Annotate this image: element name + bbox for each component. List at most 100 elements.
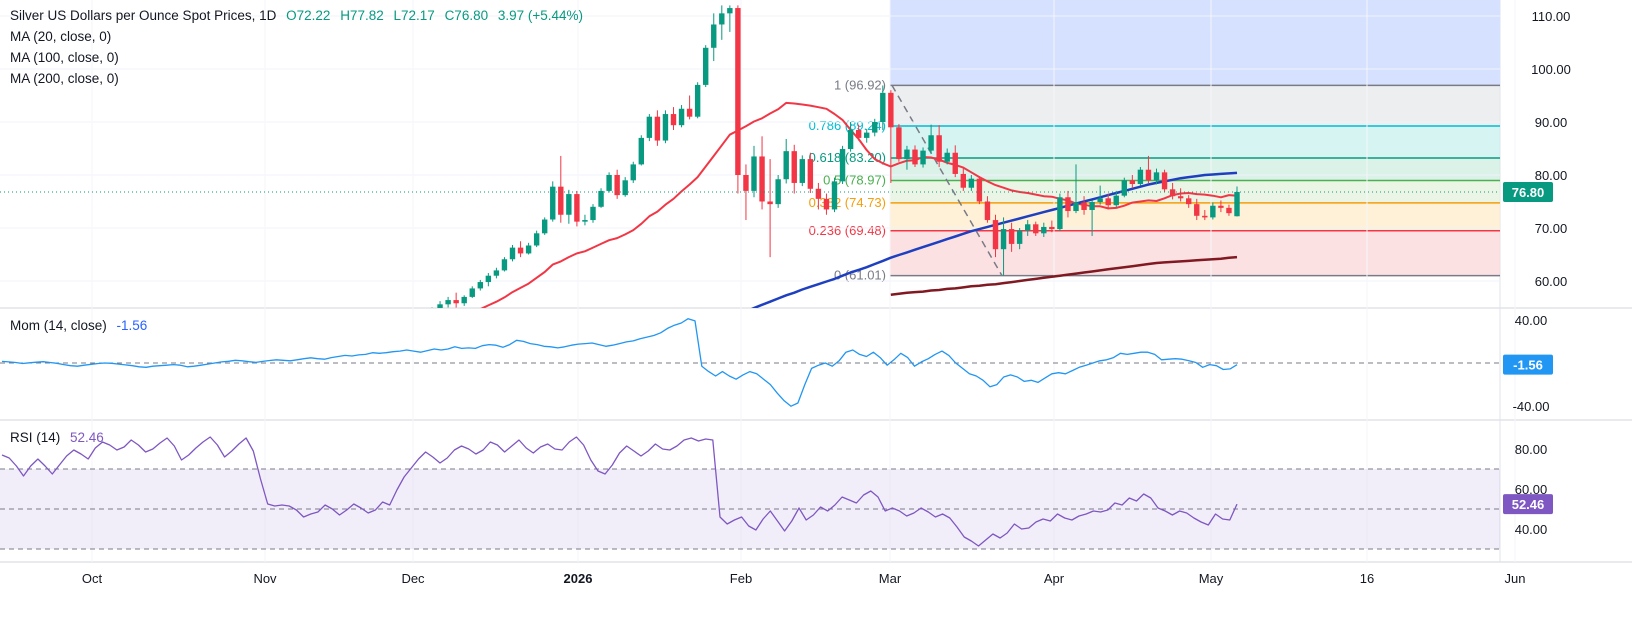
candle-body bbox=[686, 108, 693, 117]
candle bbox=[807, 152, 814, 194]
candle-body bbox=[920, 150, 926, 165]
rsi-legend[interactable]: RSI (14) 52.46 bbox=[10, 428, 104, 448]
open-value: O72.22 bbox=[286, 8, 331, 23]
candle bbox=[711, 13, 717, 62]
high-value: H77.82 bbox=[340, 8, 384, 23]
candle-body bbox=[767, 201, 773, 205]
price-tick-label: 70.00 bbox=[1535, 221, 1568, 236]
candle bbox=[389, 328, 394, 339]
candle-body bbox=[1161, 172, 1168, 190]
candle bbox=[606, 172, 612, 193]
candle bbox=[735, 5, 741, 194]
candle-body bbox=[558, 186, 564, 215]
candle-body bbox=[880, 92, 886, 122]
candle bbox=[896, 124, 902, 162]
time-tick-label: Dec bbox=[401, 571, 425, 586]
momentum-line bbox=[1, 318, 1238, 407]
candle-body bbox=[1121, 180, 1127, 196]
candle-body bbox=[727, 8, 733, 14]
candle bbox=[920, 147, 926, 168]
legend-ma100[interactable]: MA (100, close, 0) bbox=[10, 48, 119, 68]
rsi-value: 52.46 bbox=[70, 430, 104, 445]
candle bbox=[791, 144, 797, 194]
last-price-badge-label: 76.80 bbox=[1512, 185, 1545, 200]
fib-zone bbox=[890, 85, 1500, 127]
candle bbox=[1089, 200, 1095, 236]
mom-value-badge bbox=[1503, 354, 1553, 375]
candle-body bbox=[678, 108, 685, 126]
candle bbox=[493, 267, 500, 279]
candle bbox=[622, 177, 628, 197]
candle-body bbox=[542, 219, 548, 234]
candle-body bbox=[421, 318, 426, 327]
candle-body bbox=[582, 220, 588, 222]
candle bbox=[1105, 193, 1111, 210]
candle bbox=[477, 279, 483, 291]
low-value: L72.17 bbox=[393, 8, 435, 23]
candle-body bbox=[1113, 195, 1119, 206]
fib-level-label: 0 (61.01) bbox=[834, 268, 886, 283]
time-tick-label: Oct bbox=[82, 571, 103, 586]
candle bbox=[960, 167, 966, 191]
candle-body bbox=[590, 206, 596, 221]
legend-ma20[interactable]: MA (20, close, 0) bbox=[10, 27, 111, 47]
candle bbox=[413, 324, 418, 332]
mom-tick-label: -40.00 bbox=[1513, 399, 1550, 414]
axes: 110.00 100.00 90.00 80.00 70.00 60.00 76.80 40.… bbox=[0, 9, 1571, 586]
candle bbox=[1145, 155, 1152, 183]
candle bbox=[936, 125, 942, 168]
candle-body bbox=[606, 175, 612, 191]
candle-body bbox=[743, 175, 749, 191]
candle bbox=[952, 145, 958, 178]
candle bbox=[719, 5, 725, 40]
candle bbox=[421, 315, 426, 328]
candle-body bbox=[453, 300, 459, 304]
candle bbox=[381, 333, 386, 344]
candle bbox=[1025, 220, 1031, 236]
last-price-badge bbox=[1503, 181, 1553, 202]
candle bbox=[1049, 220, 1055, 233]
fib-level-label: 1 (96.92) bbox=[834, 77, 886, 92]
indicator-lines bbox=[0, 318, 1500, 550]
candle bbox=[831, 177, 838, 213]
legend-ma200[interactable]: MA (200, close, 0) bbox=[10, 69, 119, 89]
candle bbox=[1226, 204, 1232, 216]
candle bbox=[783, 138, 789, 184]
candle-body bbox=[389, 330, 394, 336]
candle-body bbox=[1073, 202, 1079, 212]
candle bbox=[703, 45, 709, 88]
close-value: C76.80 bbox=[444, 8, 489, 23]
candle bbox=[1186, 195, 1192, 208]
candle bbox=[1129, 175, 1136, 189]
candle bbox=[751, 145, 757, 198]
candle bbox=[662, 110, 669, 144]
price-tick-label: 60.00 bbox=[1535, 274, 1568, 289]
candle bbox=[1194, 198, 1200, 221]
candle bbox=[485, 273, 492, 287]
mom-label: Mom (14, close) bbox=[10, 318, 107, 333]
candle bbox=[445, 296, 451, 308]
rsi-value-badge bbox=[1503, 494, 1553, 515]
time-tick-label: Feb bbox=[730, 571, 752, 586]
candle-body bbox=[960, 173, 966, 188]
candle-body bbox=[823, 198, 830, 210]
candle bbox=[984, 196, 991, 223]
time-tick-label: 16 bbox=[1360, 571, 1374, 586]
candle-body bbox=[1210, 205, 1216, 218]
candle bbox=[904, 145, 910, 170]
candle-body bbox=[670, 114, 677, 126]
candle bbox=[1008, 222, 1015, 252]
candle bbox=[550, 181, 556, 222]
candle bbox=[431, 307, 433, 308]
candle bbox=[815, 182, 822, 210]
candle-body bbox=[1137, 169, 1144, 185]
mom-value: -1.56 bbox=[116, 318, 148, 333]
candle-body bbox=[1008, 229, 1015, 244]
mom-legend[interactable]: Mom (14, close) -1.56 bbox=[10, 316, 147, 336]
candle-body bbox=[566, 194, 572, 215]
candle-body bbox=[711, 24, 717, 48]
candle-body bbox=[775, 179, 781, 205]
candle-body bbox=[461, 296, 467, 304]
